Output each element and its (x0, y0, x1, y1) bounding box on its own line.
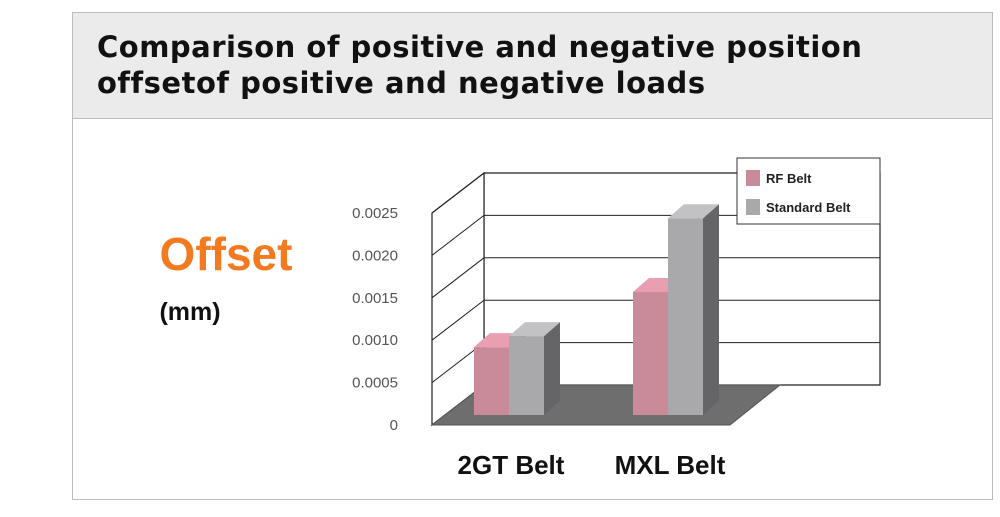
header: Comparison of positive and negative posi… (73, 13, 992, 119)
y-axis-unit: (mm) (159, 298, 220, 326)
y-tick-label: 0.0025 (352, 205, 398, 222)
grid-line (431, 257, 880, 299)
legend-swatch (746, 170, 760, 186)
bar-top (509, 322, 560, 337)
y-tick-label: 0.0005 (352, 375, 398, 392)
bar-front (474, 347, 509, 415)
bar (668, 204, 719, 415)
grid-line (431, 299, 880, 341)
x-tick-label: 2GT Belt (458, 450, 565, 480)
y-tick-label: 0 (390, 417, 398, 434)
bar-front (509, 336, 544, 415)
x-tick-label: MXL Belt (615, 450, 726, 480)
chart-title: Comparison of positive and negative posi… (97, 30, 863, 100)
y-tick-label: 0.0010 (352, 332, 398, 349)
bar (509, 322, 560, 415)
bar-front (633, 292, 668, 415)
legend-label: RF Belt (766, 171, 812, 186)
legend-box (736, 157, 881, 225)
y-tick-label: 0.0020 (352, 247, 398, 264)
y-tick-label: 0.0015 (352, 290, 398, 307)
bar-side (703, 204, 719, 415)
y-axis-label: Offset (160, 228, 293, 280)
bar-side (544, 322, 560, 415)
bar-front (668, 218, 703, 415)
bar-top (668, 204, 719, 219)
legend-swatch (746, 199, 760, 215)
legend-label: Standard Belt (766, 200, 851, 215)
panel: Comparison of positive and negative posi… (72, 12, 993, 500)
